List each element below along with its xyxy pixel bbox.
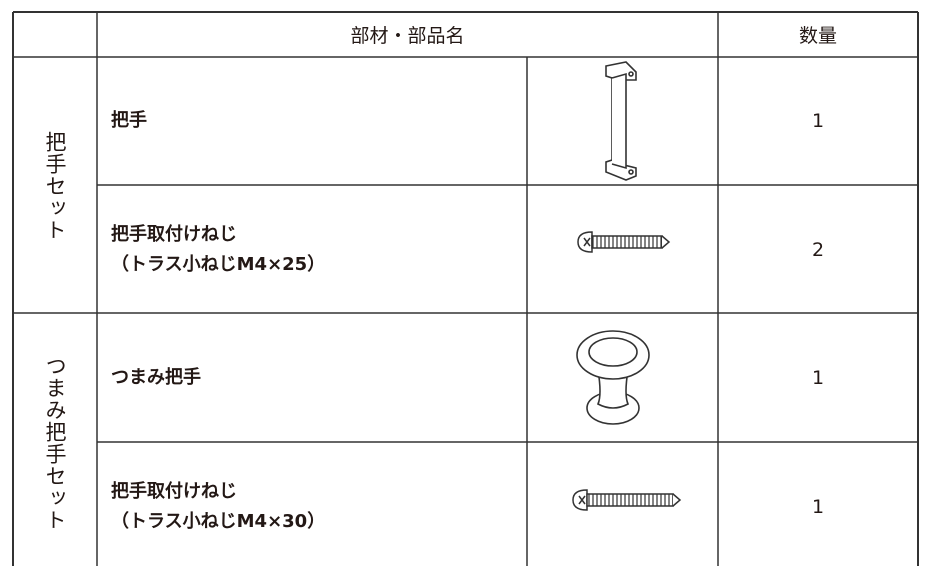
handle-icon — [606, 62, 636, 180]
part-name: 把手 — [97, 57, 527, 186]
header-name: 部材・部品名 — [97, 12, 718, 57]
group-label: つまみ把手セット — [13, 314, 97, 571]
part-name-line: 把手取付けねじ — [111, 477, 237, 507]
part-name-line: つまみ把手 — [111, 363, 201, 393]
part-name-line: （トラス小ねじM4×25） — [111, 250, 325, 280]
part-name-line: 把手 — [111, 106, 147, 136]
header-quantity: 数量 — [718, 12, 918, 57]
quantity: 1 — [718, 443, 918, 571]
part-name: 把手取付けねじ（トラス小ねじM4×25） — [97, 186, 527, 315]
quantity: 2 — [718, 186, 918, 315]
group-label: 把手セット — [13, 57, 97, 314]
part-name-line: 把手取付けねじ — [111, 220, 237, 250]
screw-icon — [573, 490, 680, 510]
quantity: 1 — [718, 314, 918, 443]
screw-icon — [578, 232, 669, 252]
knob-icon — [577, 331, 649, 424]
quantity: 1 — [718, 57, 918, 186]
part-name: つまみ把手 — [97, 314, 527, 443]
part-name: 把手取付けねじ（トラス小ねじM4×30） — [97, 443, 527, 571]
part-name-line: （トラス小ねじM4×30） — [111, 507, 325, 537]
